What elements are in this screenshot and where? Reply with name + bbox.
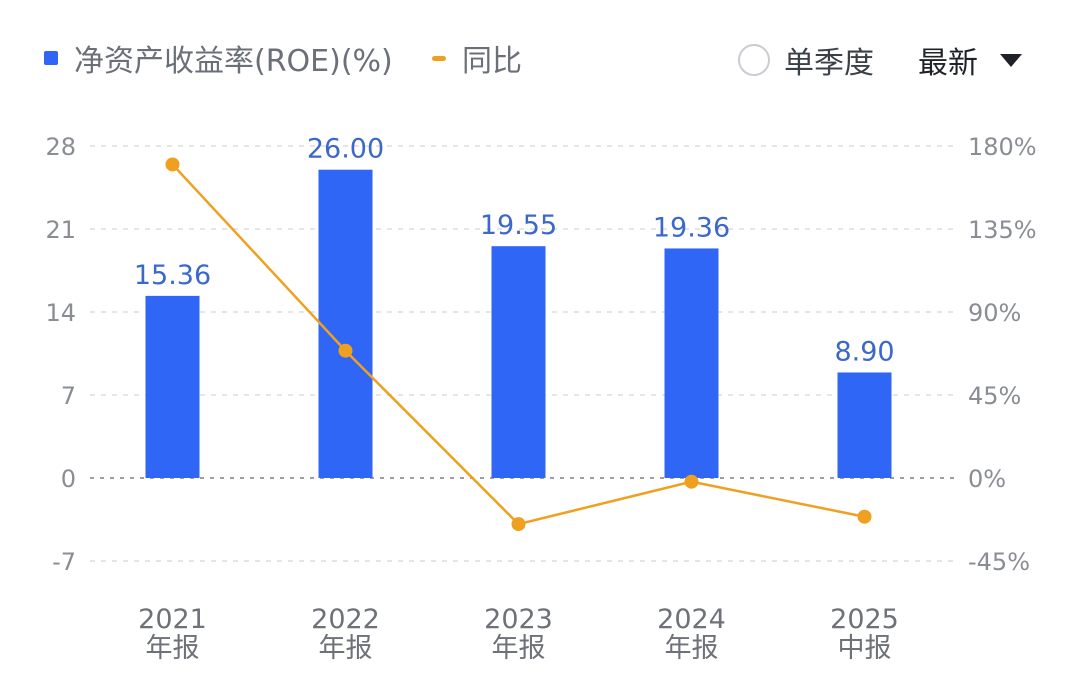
yoy-point (338, 343, 353, 358)
legend-item-yoy[interactable]: 同比 (432, 36, 522, 80)
right-tick-label: 45% (968, 382, 1021, 410)
right-tick-label: 0% (968, 465, 1006, 493)
legend-item-roe[interactable]: 净资产收益率(ROE)(%) (44, 36, 393, 80)
right-tick-label: 90% (968, 299, 1021, 327)
single-quarter-toggle[interactable]: 单季度 (738, 38, 874, 82)
left-axis-ticks: 28 21 14 7 0 -7 (45, 133, 76, 576)
bar-data-labels: 15.36 26.00 19.55 19.36 8.90 (134, 134, 895, 368)
bar-value-label: 8.90 (834, 336, 894, 367)
legend-bar: 净资产收益率(ROE)(%) 同比 单季度 最新 (0, 0, 1080, 110)
bar (837, 372, 892, 478)
x-label-year: 2022 (311, 604, 380, 635)
legend-label-yoy: 同比 (462, 44, 522, 79)
yoy-point (165, 157, 180, 172)
left-tick-label: 14 (45, 299, 76, 327)
bar-value-label: 15.36 (134, 260, 211, 291)
bar (664, 248, 719, 478)
bar-swatch-icon (44, 51, 58, 65)
x-label-period: 年报 (665, 633, 719, 664)
radio-circle-icon[interactable] (738, 44, 770, 76)
right-tick-label: -45% (968, 548, 1030, 576)
left-tick-label: 21 (45, 216, 76, 244)
sort-label: 最新 (918, 46, 978, 81)
left-tick-label: -7 (52, 548, 76, 576)
bar (145, 295, 200, 478)
yoy-point (857, 509, 872, 524)
x-label-year: 2023 (484, 604, 553, 635)
yoy-line-series (165, 157, 872, 532)
bar-series (145, 169, 892, 478)
x-label-year: 2024 (657, 604, 726, 635)
x-label-period: 年报 (146, 633, 200, 664)
caret-down-icon (1000, 53, 1022, 67)
right-tick-label: 135% (968, 216, 1037, 244)
x-label-period: 年报 (319, 633, 373, 664)
legend-label-roe: 净资产收益率(ROE)(%) (74, 44, 393, 79)
line-swatch-icon (432, 55, 446, 61)
bar-value-label: 26.00 (307, 134, 384, 165)
bar (491, 246, 546, 478)
left-tick-label: 7 (61, 382, 76, 410)
left-tick-label: 0 (61, 465, 76, 493)
right-tick-label: 180% (968, 133, 1037, 161)
x-label-period: 年报 (492, 633, 546, 664)
bar-value-label: 19.55 (480, 210, 557, 241)
bar (318, 169, 373, 478)
bar-value-label: 19.36 (653, 212, 730, 243)
x-label-year: 2021 (138, 604, 207, 635)
left-tick-label: 28 (45, 133, 76, 161)
yoy-point (684, 474, 699, 489)
sort-dropdown[interactable]: 最新 (918, 38, 1022, 82)
yoy-point (511, 517, 526, 532)
x-label-period: 中报 (838, 633, 892, 664)
single-quarter-label: 单季度 (784, 46, 874, 81)
x-label-year: 2025 (830, 604, 899, 635)
right-axis-ticks: 180% 135% 90% 45% 0% -45% (968, 133, 1037, 576)
